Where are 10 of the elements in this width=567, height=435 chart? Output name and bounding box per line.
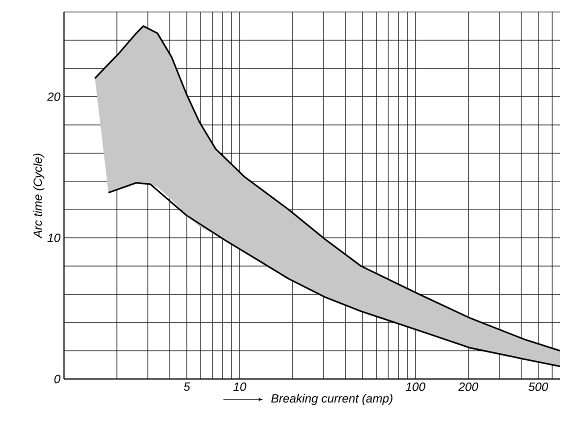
y-tick-label: 10: [47, 234, 60, 242]
x-tick-label: 500: [528, 382, 548, 391]
y-tick-label: 20: [47, 92, 60, 101]
y-axis-title: Arc time (Cycle): [33, 154, 44, 239]
x-tick-label: 200: [458, 382, 478, 391]
x-tick-label: 5: [184, 382, 190, 391]
x-axis-title: Breaking current (amp): [271, 394, 392, 405]
x-tick-label: 10: [233, 382, 246, 391]
x-tick-label: 100: [406, 382, 426, 391]
y-tick-label: 0: [54, 374, 60, 384]
